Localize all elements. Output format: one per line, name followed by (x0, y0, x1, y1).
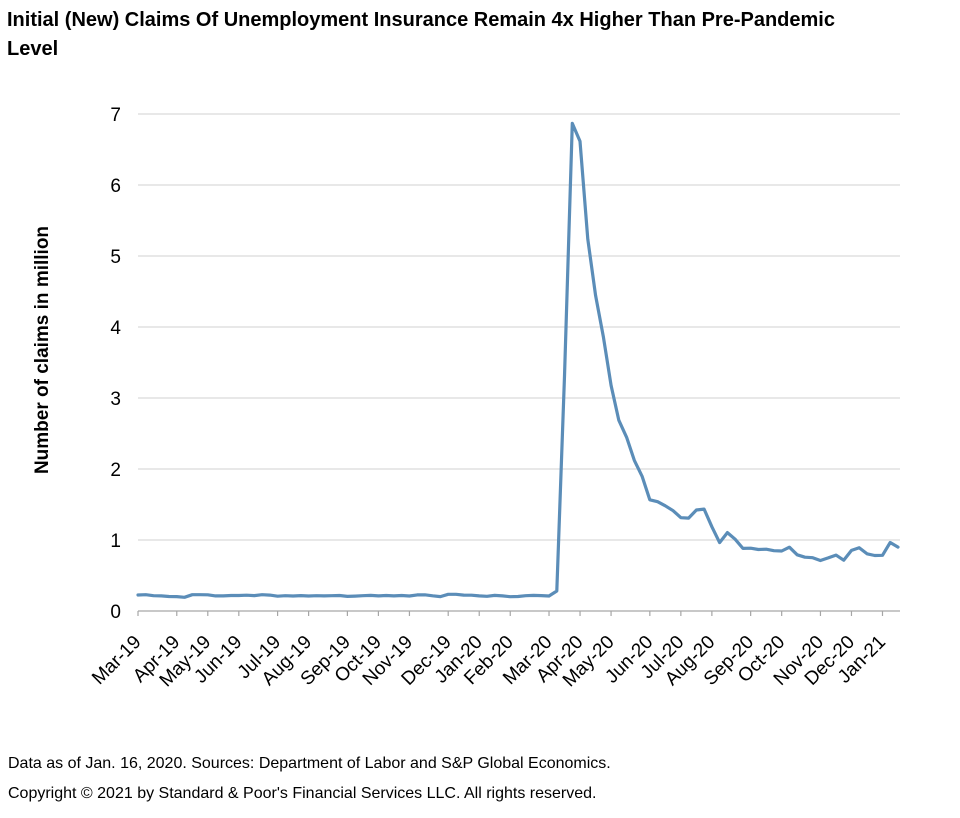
y-tick-label-1: 1 (110, 531, 121, 552)
source-note: Data as of Jan. 16, 2020. Sources: Depar… (8, 755, 611, 772)
y-tick-label-5: 5 (110, 247, 121, 268)
y-tick-label-6: 6 (110, 176, 121, 197)
copyright-note: Copyright © 2021 by Standard & Poor's Fi… (8, 785, 597, 802)
claims-line-series (136, 121, 900, 599)
y-tick-label-0: 0 (110, 602, 121, 623)
chart-title-line1: Initial (New) Claims Of Unemployment Ins… (7, 9, 835, 31)
y-tick-label-7: 7 (110, 105, 121, 126)
y-tick-label-4: 4 (110, 318, 121, 339)
y-tick-label-3: 3 (110, 389, 121, 410)
y-tick-label-2: 2 (110, 460, 121, 481)
chart-title-line2: Level (7, 38, 59, 60)
claims-line-chart: 01234567Mar-19Apr-19May-19Jun-19Jul-19Au… (88, 105, 900, 691)
chart-title: Initial (New) Claims Of Unemployment Ins… (7, 6, 955, 64)
